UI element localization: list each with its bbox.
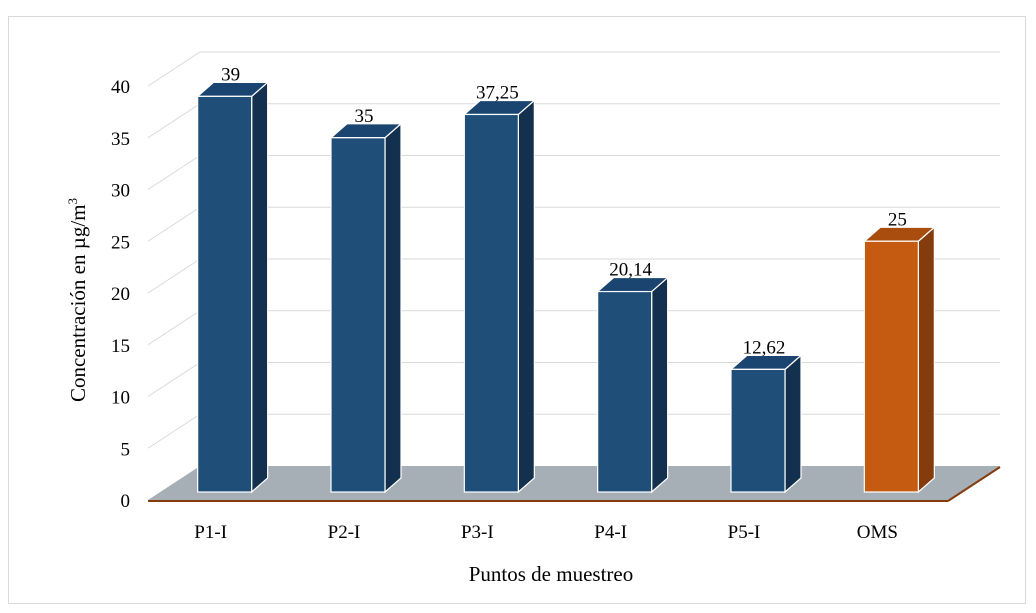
bar-front <box>197 95 253 493</box>
bar-side <box>251 81 269 494</box>
x-tick-label: P2-I <box>328 522 361 543</box>
bar-p5-i: 12,62 <box>729 337 803 494</box>
y-axis-title: Concentración en µg/m3 <box>65 198 90 402</box>
y-axis-title-base: Concentración en µg/m <box>66 204 90 402</box>
x-axis-title: Puntos de muestreo <box>469 562 633 586</box>
bar-side <box>784 354 802 494</box>
y-tick-label: 15 <box>111 336 130 357</box>
bar-side <box>917 225 935 494</box>
x-tick-label: OMS <box>857 522 898 543</box>
bar-front <box>463 113 519 493</box>
y-tick-label: 5 <box>121 439 131 460</box>
bar-front <box>730 368 786 493</box>
y-tick-label: 35 <box>111 129 130 150</box>
bar-side <box>384 122 402 494</box>
bar-p4-i: 20,14 <box>596 260 670 494</box>
bar-p1-i: 39 <box>196 64 270 494</box>
y-axis-ticks: 0 5 10 15 20 25 30 35 40 <box>111 77 130 512</box>
bar-side <box>517 99 535 494</box>
x-tick-label: P5-I <box>728 522 761 543</box>
bar-side <box>651 276 669 494</box>
x-tick-label: P1-I <box>194 522 227 543</box>
y-tick-label: 0 <box>121 491 131 512</box>
gridline-diagonal <box>147 362 201 397</box>
y-tick-label: 25 <box>111 232 130 253</box>
y-tick-label: 10 <box>111 388 130 409</box>
gridline-diagonal <box>147 413 201 449</box>
bar-front <box>330 137 386 493</box>
gridline-diagonal <box>147 206 201 242</box>
y-axis-title-superscript: 3 <box>65 198 80 205</box>
x-tick-label: P3-I <box>461 522 494 543</box>
gridline-diagonal <box>147 103 201 139</box>
bar-p3-i: 37,25 <box>462 82 536 494</box>
gridline-diagonal <box>147 310 201 346</box>
data-label: 12,62 <box>743 337 786 358</box>
data-label: 20,14 <box>609 260 652 281</box>
gridline-diagonal <box>147 51 201 87</box>
bars: 39 35 37,25 20,14 12,62 25 <box>196 64 936 494</box>
y-tick-label: 40 <box>111 77 130 98</box>
data-label: 39 <box>221 64 240 85</box>
data-label: 25 <box>888 209 907 230</box>
floor-side-edge <box>947 466 1001 502</box>
gridline-diagonal <box>147 155 201 190</box>
x-tick-label: P4-I <box>594 522 627 543</box>
gridline-diagonal <box>147 258 201 294</box>
bar-p2-i: 35 <box>329 106 403 494</box>
bar-oms: 25 <box>862 209 936 494</box>
data-label: 35 <box>355 106 374 127</box>
y-tick-label: 30 <box>111 181 130 202</box>
x-axis-categories: P1-I P2-I P3-I P4-I P5-I OMS <box>194 522 898 543</box>
y-tick-label: 20 <box>111 284 130 305</box>
data-label: 37,25 <box>476 82 519 103</box>
bar-front <box>597 290 653 493</box>
bar-front <box>863 240 919 493</box>
